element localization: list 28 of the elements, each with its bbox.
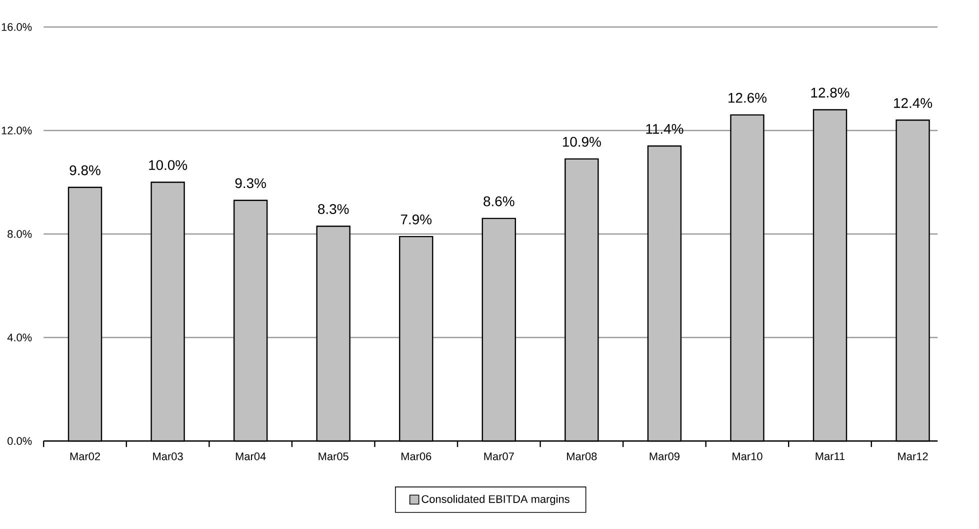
x-tick-label: Mar02 (70, 452, 100, 460)
legend-label: Consolidated EBITDA margins (422, 494, 570, 506)
data-label: 11.4% (646, 124, 684, 134)
data-label: 9.3% (235, 178, 266, 188)
y-tick-label: 12.0% (2, 126, 32, 134)
data-label: 10.9% (562, 136, 601, 147)
x-tick-label: Mar04 (236, 452, 266, 460)
x-tick-label: Mar07 (484, 452, 514, 460)
y-tick-label: 0.0% (8, 437, 32, 445)
y-tick-label: 16.0% (2, 23, 32, 31)
y-tick-label: 8.0% (8, 230, 32, 238)
data-label: 12.8% (811, 88, 850, 98)
x-tick-label: Mar11 (816, 452, 845, 460)
x-tick-label: Mar03 (153, 452, 183, 460)
data-label: 7.9% (400, 214, 432, 224)
y-tick-label: 4.0% (7, 334, 32, 342)
data-label: 8.3% (318, 204, 349, 214)
data-label: 10.0% (149, 160, 188, 170)
data-label: 12.4% (894, 98, 932, 108)
x-tick-label: Mar08 (567, 452, 597, 460)
data-label: 9.8% (70, 165, 100, 176)
x-tick-label: Mar05 (318, 452, 348, 460)
x-tick-label: Mar10 (732, 452, 762, 460)
x-tick-label: Mar06 (401, 452, 432, 460)
x-tick-label: Mar09 (650, 452, 680, 460)
x-tick-label: Mar12 (898, 452, 928, 460)
data-label: 12.6% (728, 92, 767, 103)
data-label: 8.6% (484, 196, 514, 206)
